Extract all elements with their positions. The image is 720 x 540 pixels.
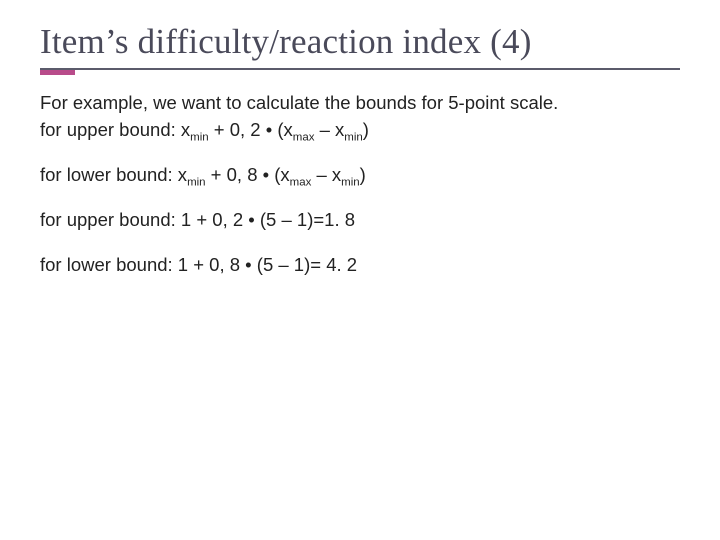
formula-upper-bound: for upper bound: xmin + 0, 2 • (xmax – x…	[40, 118, 680, 143]
subscript-min: min	[344, 132, 362, 144]
text-segment: – x	[311, 164, 341, 185]
numeric-lower-bound: for lower bound: 1 + 0, 8 • (5 – 1)= 4. …	[40, 253, 680, 278]
slide-title: Item’s difficulty/reaction index (4)	[40, 22, 680, 62]
title-underline	[40, 68, 680, 75]
subscript-min: min	[341, 177, 359, 189]
subscript-min: min	[187, 177, 205, 189]
slide-body: For example, we want to calculate the bo…	[40, 91, 680, 278]
text-segment: + 0, 2 • (x	[209, 119, 293, 140]
text-segment: for lower bound: x	[40, 164, 187, 185]
text-segment: )	[363, 119, 369, 140]
numeric-upper-bound: for upper bound: 1 + 0, 2 • (5 – 1)=1. 8	[40, 208, 680, 233]
subscript-max: max	[290, 177, 312, 189]
slide-container: Item’s difficulty/reaction index (4) For…	[0, 0, 720, 540]
formula-lower-bound: for lower bound: xmin + 0, 8 • (xmax – x…	[40, 163, 680, 188]
rule-line	[40, 68, 680, 70]
subscript-max: max	[293, 132, 315, 144]
subscript-min: min	[190, 132, 208, 144]
text-segment: for upper bound: x	[40, 119, 190, 140]
text-segment: + 0, 8 • (x	[206, 164, 290, 185]
text-segment: )	[360, 164, 366, 185]
rule-accent	[40, 70, 75, 75]
intro-line: For example, we want to calculate the bo…	[40, 91, 680, 116]
text-segment: – x	[314, 119, 344, 140]
